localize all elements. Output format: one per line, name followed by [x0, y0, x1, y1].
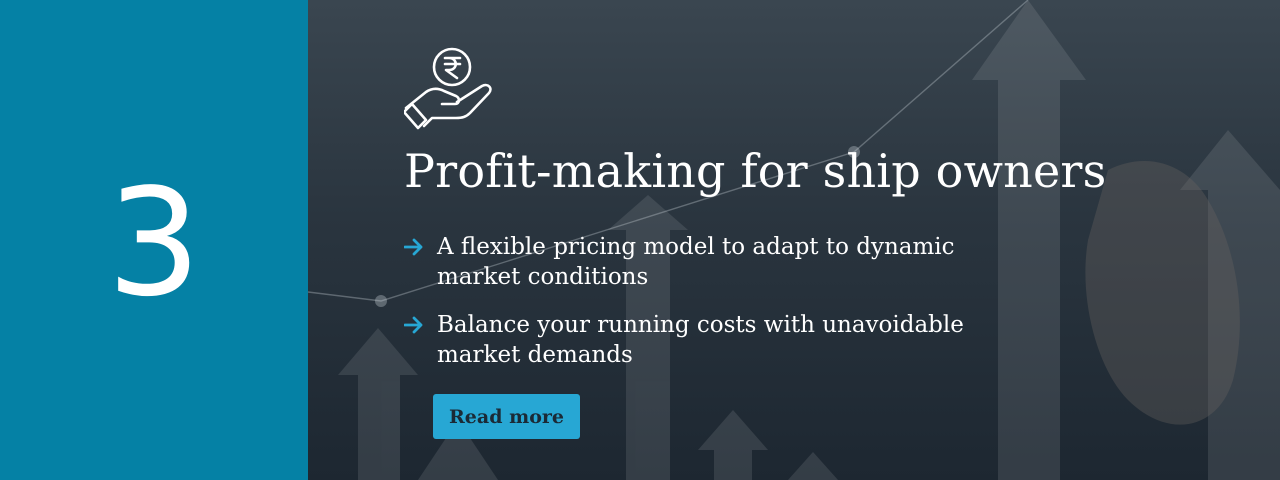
rising-arrows-graphic: [308, 0, 1280, 480]
benefit-list: A flexible pricing model to adapt to dyn…: [404, 232, 1024, 370]
rupee-hand-icon: [404, 47, 492, 130]
headline: Profit-making for ship owners: [404, 144, 1107, 198]
read-more-button[interactable]: Read more: [433, 394, 580, 439]
list-item-text: A flexible pricing model to adapt to dyn…: [437, 234, 955, 290]
arrow-right-icon: [404, 316, 423, 334]
step-panel: 3: [0, 0, 308, 480]
arrow-right-icon: [404, 238, 423, 256]
list-item: A flexible pricing model to adapt to dyn…: [404, 232, 1024, 292]
list-item-text: Balance your running costs with unavoida…: [437, 312, 964, 368]
content-block: Profit-making for ship owners A flexible…: [404, 42, 1164, 439]
list-item: Balance your running costs with unavoida…: [404, 310, 1024, 370]
step-number: 3: [106, 157, 202, 329]
